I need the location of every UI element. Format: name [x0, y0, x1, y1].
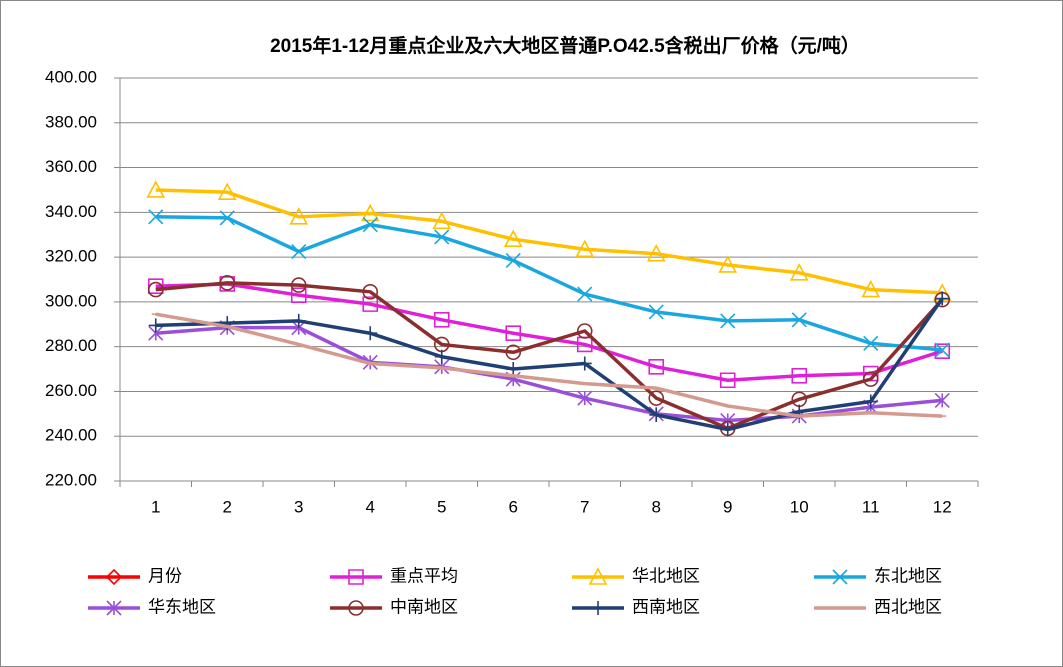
marker [505, 344, 522, 361]
marker [362, 284, 379, 300]
marker [648, 390, 665, 406]
x-tick-label: 6 [509, 497, 518, 516]
marker [362, 217, 378, 233]
marker [289, 207, 309, 225]
y-tick-label: 280.00 [45, 336, 97, 355]
y-tick-label: 380.00 [45, 112, 97, 131]
marker [575, 239, 595, 258]
series-line [155, 312, 943, 418]
marker [434, 229, 450, 245]
marker [861, 279, 881, 298]
legend-label: 华北地区 [632, 566, 700, 585]
y-tick-label: 300.00 [45, 291, 97, 310]
marker [648, 359, 665, 375]
x-tick-label: 8 [652, 497, 661, 516]
marker [433, 312, 450, 328]
marker [720, 313, 736, 329]
marker [360, 203, 380, 222]
marker [791, 367, 808, 384]
y-tick-label: 220.00 [45, 470, 97, 489]
marker [505, 325, 522, 342]
marker [362, 296, 379, 312]
y-tick-label: 260.00 [45, 381, 97, 400]
x-tick-label: 7 [580, 497, 589, 516]
marker [432, 211, 452, 230]
x-tick-label: 10 [790, 497, 809, 516]
marker [106, 600, 122, 616]
legend-label: 东北地区 [874, 566, 942, 585]
marker [290, 277, 307, 293]
legend-label: 重点平均 [390, 566, 458, 585]
legend-label: 西南地区 [632, 597, 700, 616]
marker [291, 243, 307, 260]
y-tick-label: 360.00 [45, 157, 97, 176]
marker [290, 287, 307, 303]
marker [217, 182, 237, 200]
marker [648, 304, 664, 320]
series-line [155, 281, 944, 431]
legend-label: 中南地区 [390, 597, 458, 616]
marker [148, 318, 163, 333]
y-tick-label: 240.00 [45, 426, 97, 445]
marker [291, 313, 306, 328]
marker [577, 356, 592, 371]
marker [219, 210, 235, 226]
series-line [155, 215, 943, 352]
x-tick-label: 3 [294, 497, 303, 516]
marker [934, 342, 950, 358]
series-line [155, 297, 944, 432]
marker [832, 569, 848, 585]
marker [935, 291, 950, 306]
marker [646, 244, 666, 262]
marker [146, 180, 166, 198]
x-tick-label: 4 [366, 497, 375, 516]
marker [863, 335, 879, 351]
x-tick-label: 1 [151, 497, 160, 516]
marker [863, 394, 878, 409]
marker [348, 569, 364, 585]
marker [588, 567, 608, 585]
marker [577, 286, 593, 302]
x-tick-label: 12 [933, 497, 952, 516]
marker [105, 568, 123, 586]
marker [363, 326, 378, 341]
marker [591, 601, 605, 615]
y-tick-label: 400.00 [45, 67, 97, 86]
x-tick-label: 2 [223, 497, 232, 516]
x-tick-label: 9 [723, 497, 732, 516]
marker [506, 362, 521, 377]
marker [577, 390, 593, 406]
series-line [155, 188, 943, 295]
marker [348, 600, 364, 616]
marker [789, 263, 809, 281]
marker [718, 255, 738, 273]
marker [934, 392, 950, 408]
series-line [155, 282, 943, 382]
y-tick-label: 340.00 [45, 202, 97, 221]
marker [649, 407, 664, 422]
marker [505, 252, 521, 269]
legend-label: 月份 [148, 566, 182, 585]
marker [791, 312, 807, 328]
marker [862, 371, 879, 387]
marker [719, 372, 736, 389]
x-tick-label: 5 [437, 497, 446, 516]
marker [434, 349, 449, 364]
legend-label: 西北地区 [874, 597, 942, 616]
marker [219, 275, 236, 291]
legend-label: 华东地区 [148, 597, 216, 616]
y-tick-label: 320.00 [45, 247, 97, 266]
marker [576, 323, 593, 339]
marker [147, 281, 164, 298]
marker [148, 209, 164, 225]
marker [934, 343, 951, 359]
chart-title: 2015年1-12月重点企业及六大地区普通P.O42.5含税出厂价格（元/吨） [270, 34, 860, 57]
marker [720, 422, 735, 437]
marker [503, 229, 523, 247]
x-tick-label: 11 [862, 497, 880, 516]
